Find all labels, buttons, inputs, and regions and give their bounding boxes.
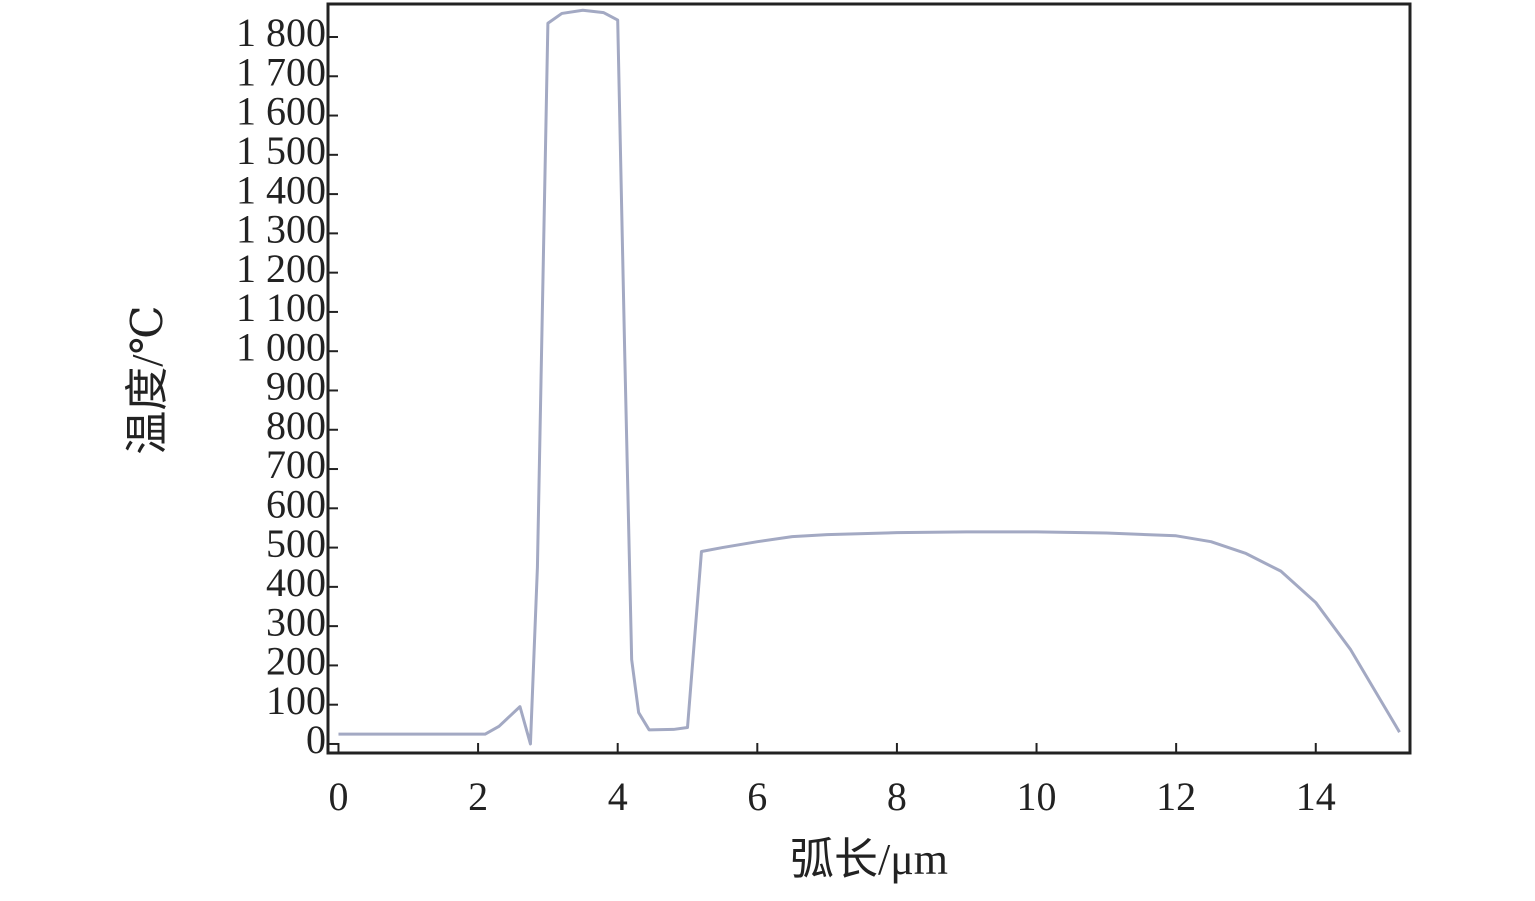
data-line — [338, 8, 1401, 746]
x-tick-label: 12 — [1156, 774, 1196, 819]
y-tick-label: 1 500 — [236, 128, 326, 173]
y-tick-label: 600 — [266, 481, 326, 526]
y-axis-title: 温度/℃ — [123, 305, 172, 454]
x-tick-label: 10 — [1017, 774, 1057, 819]
y-tick-label: 800 — [266, 403, 326, 448]
x-tick-label: 6 — [747, 774, 767, 819]
x-tick-label: 8 — [887, 774, 907, 819]
y-tick-label: 1 000 — [236, 324, 326, 369]
y-tick-label: 1 400 — [236, 167, 326, 212]
x-tick-label: 0 — [328, 774, 348, 819]
y-tick-label: 0 — [306, 717, 326, 762]
y-tick-label: 900 — [266, 364, 326, 409]
y-tick-label: 1 200 — [236, 246, 326, 291]
y-tick-label: 1 100 — [236, 285, 326, 330]
plot-frame — [326, 2, 1412, 755]
y-tick-label: 400 — [266, 560, 326, 605]
y-tick-label: 1 800 — [236, 10, 326, 55]
y-tick-label: 1 700 — [236, 49, 326, 94]
y-tick-label: 500 — [266, 521, 326, 566]
y-tick-label: 700 — [266, 442, 326, 487]
y-tick-label: 1 300 — [236, 207, 326, 252]
y-tick-label: 300 — [266, 599, 326, 644]
x-axis-title: 弧长/μm — [790, 835, 948, 884]
y-tick-label: 1 600 — [236, 89, 326, 134]
y-tick-label: 100 — [266, 678, 326, 723]
x-tick-label: 4 — [608, 774, 628, 819]
y-tick-label: 200 — [266, 639, 326, 684]
x-tick-label: 14 — [1296, 774, 1336, 819]
x-tick-label: 2 — [468, 774, 488, 819]
